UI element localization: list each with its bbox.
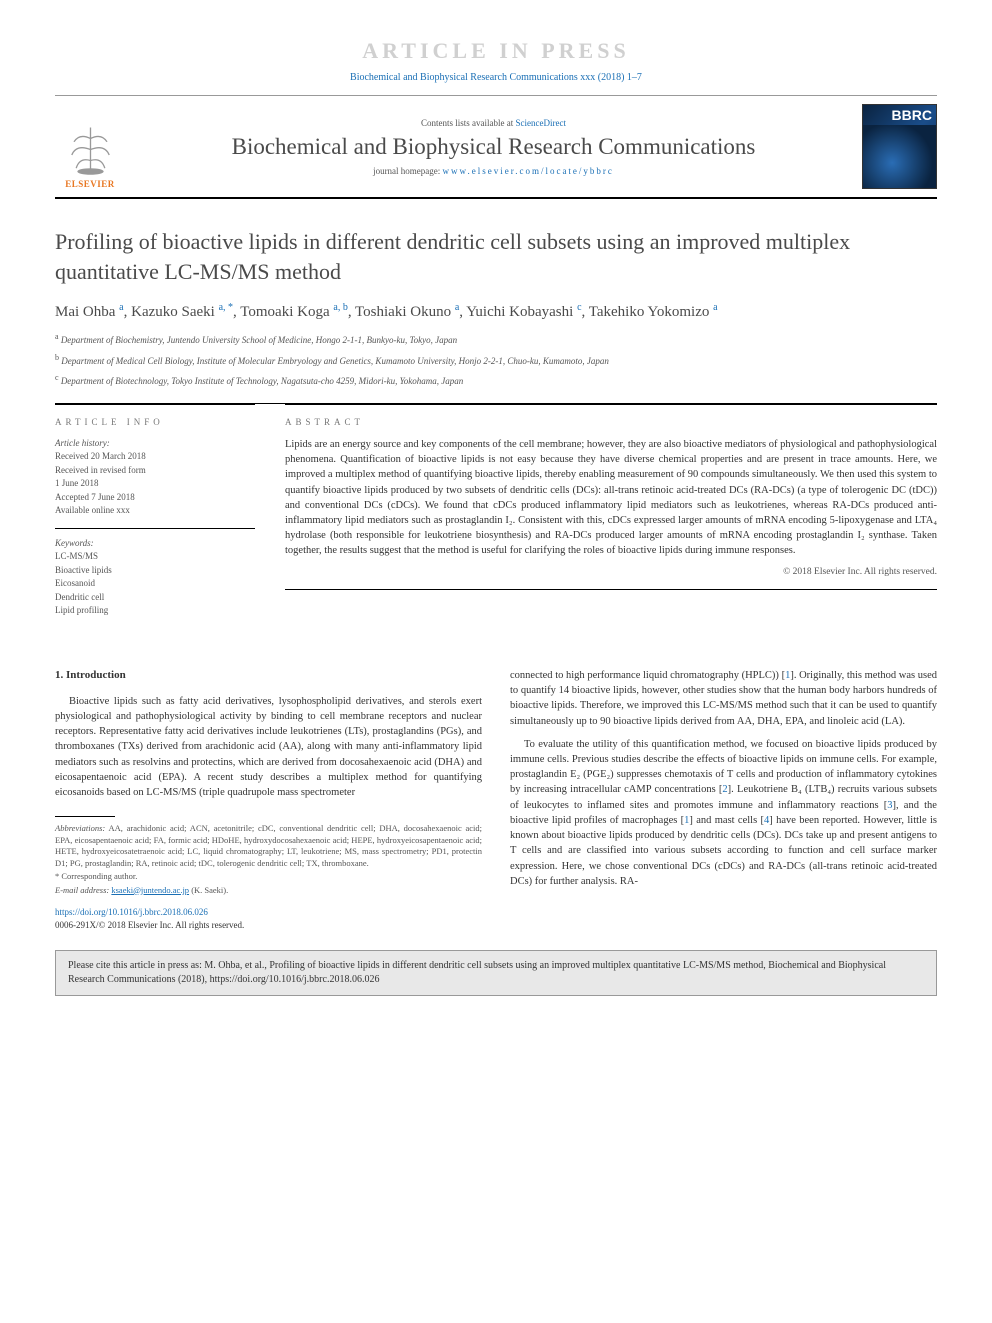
intro-paragraph-1: Bioactive lipids such as fatty acid deri… bbox=[55, 694, 482, 801]
email-suffix: (K. Saeki). bbox=[189, 885, 228, 895]
article-info-sidebar: ARTICLE INFO Article history: Received 2… bbox=[55, 404, 255, 628]
keywords-title: Keywords: bbox=[55, 537, 255, 551]
sciencedirect-link[interactable]: ScienceDirect bbox=[516, 118, 566, 128]
citation-box: Please cite this article in press as: M.… bbox=[55, 950, 937, 996]
divider bbox=[285, 589, 937, 590]
article-history-title: Article history: bbox=[55, 437, 255, 451]
journal-title: Biochemical and Biophysical Research Com… bbox=[141, 134, 846, 160]
article-title: Profiling of bioactive lipids in differe… bbox=[55, 227, 937, 286]
journal-reference: Biochemical and Biophysical Research Com… bbox=[55, 72, 937, 83]
issn-copyright: 0006-291X/© 2018 Elsevier Inc. All right… bbox=[55, 920, 244, 930]
intro-paragraph-1-cont: connected to high performance liquid chr… bbox=[510, 668, 937, 729]
corresponding-email-link[interactable]: ksaeki@juntendo.ac.jp bbox=[111, 885, 189, 895]
abstract-column: ABSTRACT Lipids are an energy source and… bbox=[285, 404, 937, 628]
contents-available-line: Contents lists available at ScienceDirec… bbox=[141, 118, 846, 128]
elsevier-logo: ELSEVIER bbox=[55, 104, 125, 189]
abbreviations-text: AA, arachidonic acid; ACN, acetonitrile;… bbox=[55, 823, 482, 867]
bbrc-label: BBRC bbox=[863, 105, 936, 125]
footnotes: Abbreviations: AA, arachidonic acid; ACN… bbox=[55, 823, 482, 896]
abbreviations-label: Abbreviations: bbox=[55, 823, 105, 833]
article-info-header: ARTICLE INFO bbox=[55, 417, 255, 427]
article-in-press-watermark: ARTICLE IN PRESS bbox=[55, 30, 937, 72]
contents-prefix: Contents lists available at bbox=[421, 118, 515, 128]
footnote-separator bbox=[55, 816, 115, 817]
bbrc-cover-thumbnail: BBRC bbox=[862, 104, 937, 189]
abstract-text: Lipids are an energy source and key comp… bbox=[285, 437, 937, 559]
affiliation: a Department of Biochemistry, Juntendo U… bbox=[55, 331, 937, 348]
elsevier-label: ELSEVIER bbox=[65, 179, 115, 189]
article-history: Received 20 March 2018Received in revise… bbox=[55, 450, 255, 518]
intro-paragraph-2: To evaluate the utility of this quantifi… bbox=[510, 737, 937, 889]
affiliation: c Department of Biotechnology, Tokyo Ins… bbox=[55, 372, 937, 389]
right-column: connected to high performance liquid chr… bbox=[510, 668, 937, 932]
section-heading-introduction: 1. Introduction bbox=[55, 668, 482, 684]
author-list: Mai Ohba a, Kazuko Saeki a, *, Tomoaki K… bbox=[55, 302, 937, 321]
journal-header: ELSEVIER Contents lists available at Sci… bbox=[55, 95, 937, 199]
abstract-copyright: © 2018 Elsevier Inc. All rights reserved… bbox=[285, 567, 937, 577]
keywords-list: LC-MS/MSBioactive lipidsEicosanoidDendri… bbox=[55, 550, 255, 618]
corresponding-author: * Corresponding author. bbox=[55, 871, 482, 882]
abstract-header: ABSTRACT bbox=[285, 417, 937, 427]
homepage-prefix: journal homepage: bbox=[373, 166, 442, 176]
doi-block: https://doi.org/10.1016/j.bbrc.2018.06.0… bbox=[55, 906, 482, 932]
journal-homepage-link[interactable]: www.elsevier.com/locate/ybbrc bbox=[443, 166, 614, 176]
elsevier-tree-icon bbox=[63, 122, 118, 177]
email-label: E-mail address: bbox=[55, 885, 111, 895]
left-column: 1. Introduction Bioactive lipids such as… bbox=[55, 668, 482, 932]
journal-homepage-line: journal homepage: www.elsevier.com/locat… bbox=[141, 166, 846, 176]
divider bbox=[55, 528, 255, 529]
body-columns: 1. Introduction Bioactive lipids such as… bbox=[55, 668, 937, 932]
bbrc-cover-image bbox=[863, 125, 936, 188]
doi-link[interactable]: https://doi.org/10.1016/j.bbrc.2018.06.0… bbox=[55, 907, 208, 917]
affiliation: b Department of Medical Cell Biology, In… bbox=[55, 352, 937, 369]
